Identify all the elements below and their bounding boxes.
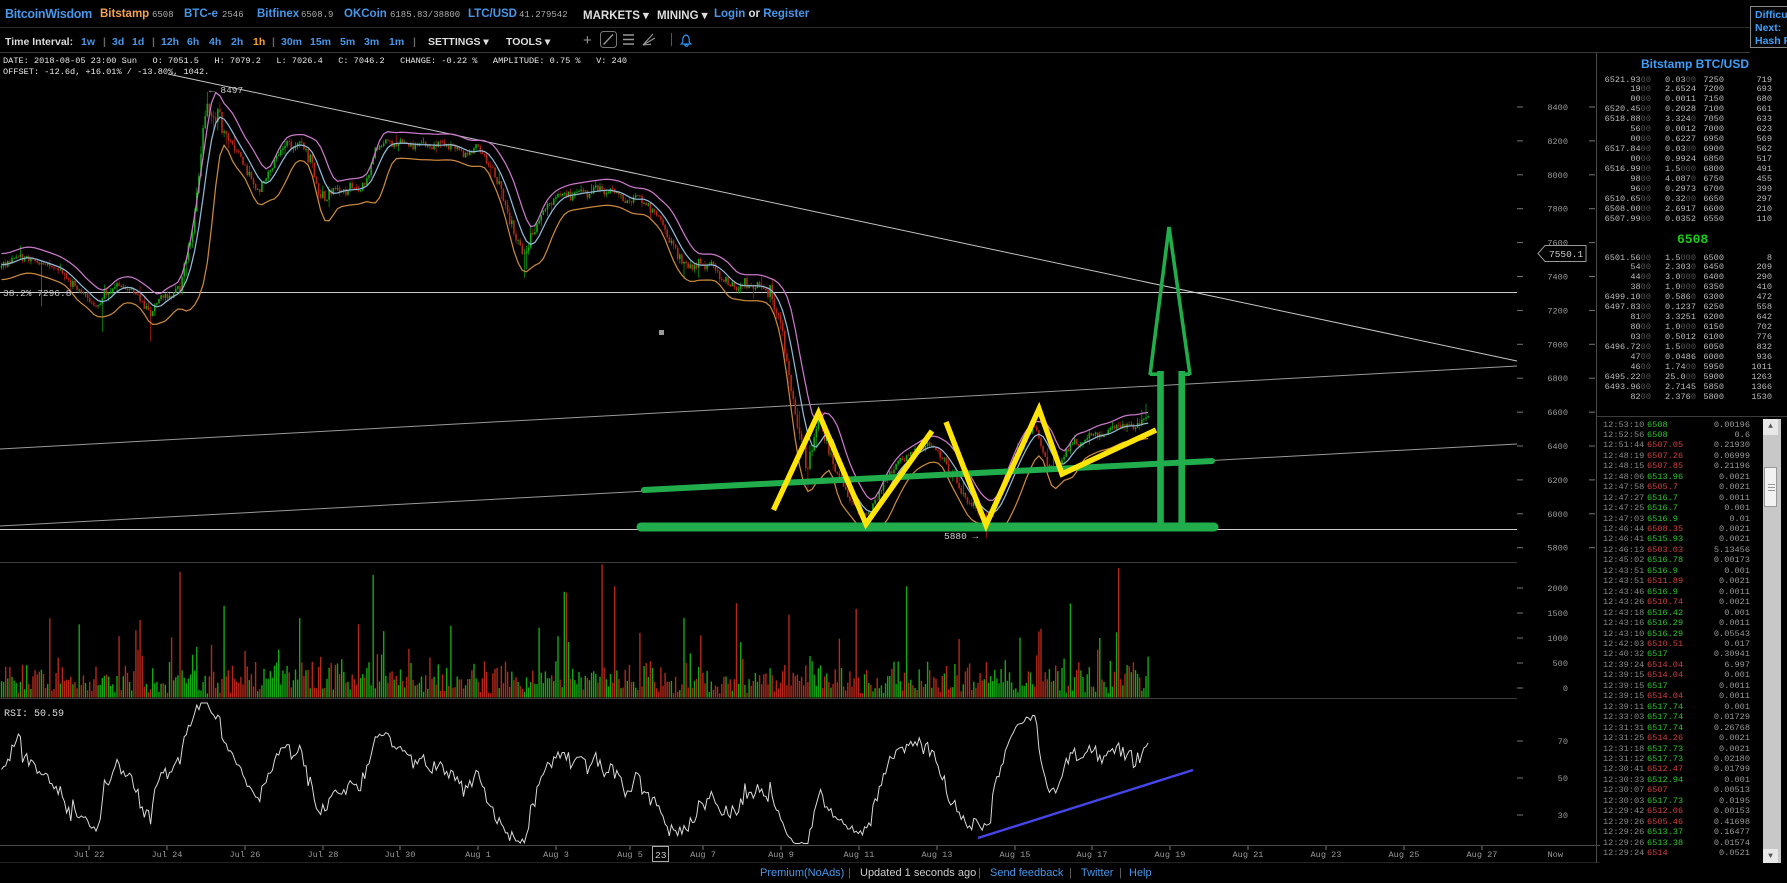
svg-text:Aug 5: Aug 5 (617, 850, 643, 860)
svg-text:30: 30 (1558, 811, 1568, 821)
svg-text:8000: 8000 (1547, 171, 1568, 181)
svg-text:500: 500 (1553, 659, 1568, 669)
svg-text:6000: 6000 (1547, 510, 1568, 520)
svg-text:6600: 6600 (1547, 408, 1568, 418)
svg-text:Jul 30: Jul 30 (385, 850, 416, 860)
svg-text:1500: 1500 (1547, 609, 1568, 619)
svg-text:7200: 7200 (1547, 306, 1568, 316)
svg-text:Aug 7: Aug 7 (690, 850, 716, 860)
svg-text:Jul 24: Jul 24 (152, 850, 183, 860)
svg-text:RSI: 50.59: RSI: 50.59 (4, 709, 64, 720)
svg-text:Jul 28: Jul 28 (308, 850, 339, 860)
svg-text:5880 →: 5880 → (944, 531, 979, 542)
svg-text:Aug 13: Aug 13 (922, 850, 953, 860)
svg-text:7000: 7000 (1547, 340, 1568, 350)
svg-text:Aug 23: Aug 23 (1311, 850, 1342, 860)
svg-text:2000: 2000 (1547, 584, 1568, 594)
svg-text:7400: 7400 (1547, 273, 1568, 283)
svg-text:Aug 9: Aug 9 (768, 850, 794, 860)
svg-text:Aug 27: Aug 27 (1467, 850, 1498, 860)
svg-text:8200: 8200 (1547, 137, 1568, 147)
svg-text:7600: 7600 (1547, 239, 1568, 249)
svg-text:← 8497: ← 8497 (209, 85, 243, 96)
svg-text:7550.1: 7550.1 (1549, 249, 1584, 260)
svg-text:6800: 6800 (1547, 374, 1568, 384)
svg-text:5800: 5800 (1547, 544, 1568, 554)
svg-text:38.2% 7296.8: 38.2% 7296.8 (3, 288, 72, 299)
svg-text:8400: 8400 (1547, 103, 1568, 113)
svg-text:Aug 1: Aug 1 (465, 850, 491, 860)
svg-text:Aug 19: Aug 19 (1155, 850, 1186, 860)
svg-text:50: 50 (1558, 774, 1568, 784)
svg-text:1000: 1000 (1547, 634, 1568, 644)
svg-text:Aug 25: Aug 25 (1389, 850, 1420, 860)
svg-text:Aug 11: Aug 11 (844, 850, 875, 860)
svg-text:0: 0 (1563, 684, 1568, 694)
svg-text:Aug 17: Aug 17 (1077, 850, 1108, 860)
svg-text:Jul 22: Jul 22 (74, 850, 105, 860)
svg-text:6200: 6200 (1547, 476, 1568, 486)
svg-text:Aug 15: Aug 15 (1000, 850, 1031, 860)
svg-text:6400: 6400 (1547, 442, 1568, 452)
svg-text:23: 23 (655, 850, 667, 861)
svg-text:Aug 3: Aug 3 (543, 850, 569, 860)
svg-text:7800: 7800 (1547, 205, 1568, 215)
svg-text:70: 70 (1558, 737, 1568, 747)
svg-text:Now: Now (1548, 850, 1564, 860)
svg-text:Jul 26: Jul 26 (230, 850, 261, 860)
svg-text:Aug 21: Aug 21 (1233, 850, 1264, 860)
